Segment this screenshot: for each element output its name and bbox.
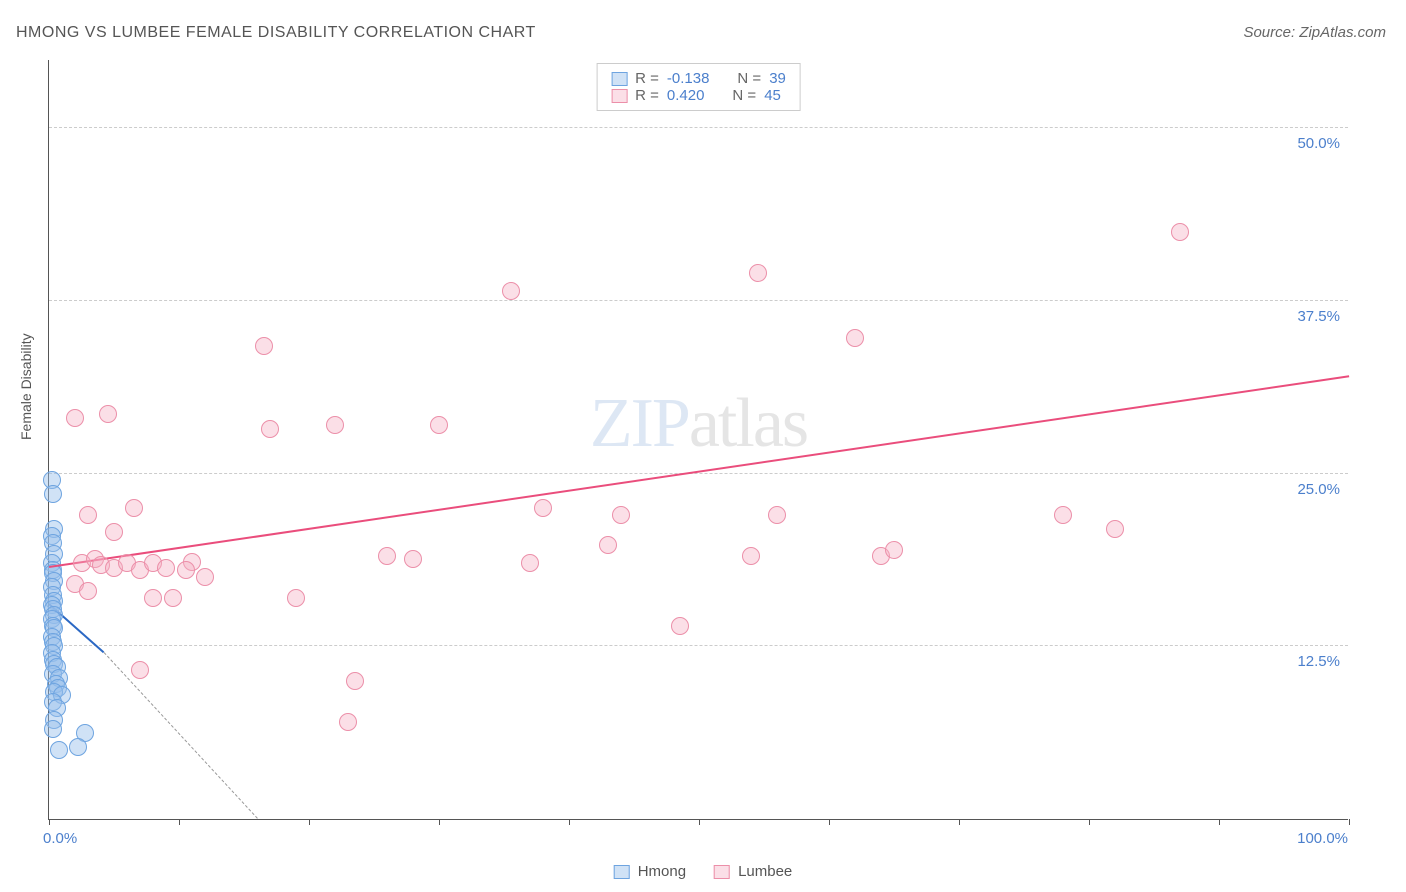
data-point: [79, 506, 97, 524]
data-point: [44, 720, 62, 738]
legend-swatch: [714, 865, 730, 879]
x-tick: [309, 819, 310, 825]
data-point: [742, 547, 760, 565]
x-tick: [1349, 819, 1350, 825]
x-tick: [1089, 819, 1090, 825]
data-point: [157, 559, 175, 577]
chart-container: HMONG VS LUMBEE FEMALE DISABILITY CORREL…: [0, 0, 1406, 892]
data-point: [196, 568, 214, 586]
y-tick-label: 37.5%: [1297, 308, 1340, 325]
data-point: [339, 713, 357, 731]
legend-swatch: [611, 89, 627, 103]
x-tick: [439, 819, 440, 825]
legend-n-label: N =: [732, 87, 756, 104]
data-point: [105, 523, 123, 541]
gridline: [49, 127, 1348, 128]
y-axis-label: Female Disability: [18, 333, 34, 440]
legend-swatch: [614, 865, 630, 879]
y-tick-label: 12.5%: [1297, 653, 1340, 670]
data-point: [521, 554, 539, 572]
trend-line: [49, 375, 1349, 568]
data-point: [1054, 506, 1072, 524]
data-point: [131, 661, 149, 679]
data-point: [671, 617, 689, 635]
legend-n-value: 45: [764, 87, 781, 104]
legend-r-value: -0.138: [667, 70, 710, 87]
legend-n-label: N =: [737, 70, 761, 87]
x-tick: [699, 819, 700, 825]
data-point: [255, 337, 273, 355]
x-tick: [829, 819, 830, 825]
trend-line-dashed: [103, 652, 257, 818]
data-point: [99, 405, 117, 423]
data-point: [749, 264, 767, 282]
legend-swatch: [611, 72, 627, 86]
data-point: [1106, 520, 1124, 538]
x-axis-min-label: 0.0%: [43, 830, 77, 847]
gridline: [49, 645, 1348, 646]
y-tick-label: 50.0%: [1297, 135, 1340, 152]
gridline: [49, 300, 1348, 301]
data-point: [346, 672, 364, 690]
data-point: [768, 506, 786, 524]
data-point: [44, 485, 62, 503]
data-point: [79, 582, 97, 600]
legend-correlation-row: R = -0.138 N = 39: [611, 70, 786, 87]
data-point: [502, 282, 520, 300]
data-point: [69, 738, 87, 756]
data-point: [534, 499, 552, 517]
legend-series-label: Lumbee: [738, 863, 792, 880]
legend-series: Hmong Lumbee: [614, 863, 793, 880]
x-axis-max-label: 100.0%: [1297, 830, 1348, 847]
data-point: [66, 409, 84, 427]
data-point: [1171, 223, 1189, 241]
data-point: [612, 506, 630, 524]
data-point: [261, 420, 279, 438]
data-point: [144, 589, 162, 607]
legend-r-label: R =: [635, 87, 659, 104]
data-point: [50, 741, 68, 759]
legend-series-label: Hmong: [638, 863, 686, 880]
y-tick-label: 25.0%: [1297, 481, 1340, 498]
data-point: [404, 550, 422, 568]
legend-r-label: R =: [635, 70, 659, 87]
data-point: [125, 499, 143, 517]
x-tick: [49, 819, 50, 825]
data-point: [177, 561, 195, 579]
watermark: ZIPatlas: [590, 384, 807, 464]
legend-correlation: R = -0.138 N = 39 R = 0.420 N = 45: [596, 63, 801, 111]
legend-series-item: Lumbee: [714, 863, 792, 880]
chart-title: HMONG VS LUMBEE FEMALE DISABILITY CORREL…: [16, 24, 536, 42]
plot-area: ZIPatlas R = -0.138 N = 39 R = 0.420 N = 45…: [48, 60, 1348, 820]
legend-r-value: 0.420: [667, 87, 705, 104]
legend-n-value: 39: [769, 70, 786, 87]
data-point: [846, 329, 864, 347]
data-point: [430, 416, 448, 434]
legend-series-item: Hmong: [614, 863, 686, 880]
data-point: [287, 589, 305, 607]
x-tick: [179, 819, 180, 825]
legend-correlation-row: R = 0.420 N = 45: [611, 87, 786, 104]
source-label: Source: ZipAtlas.com: [1243, 24, 1386, 41]
data-point: [326, 416, 344, 434]
x-tick: [1219, 819, 1220, 825]
data-point: [378, 547, 396, 565]
x-tick: [569, 819, 570, 825]
x-tick: [959, 819, 960, 825]
data-point: [164, 589, 182, 607]
data-point: [885, 541, 903, 559]
data-point: [599, 536, 617, 554]
